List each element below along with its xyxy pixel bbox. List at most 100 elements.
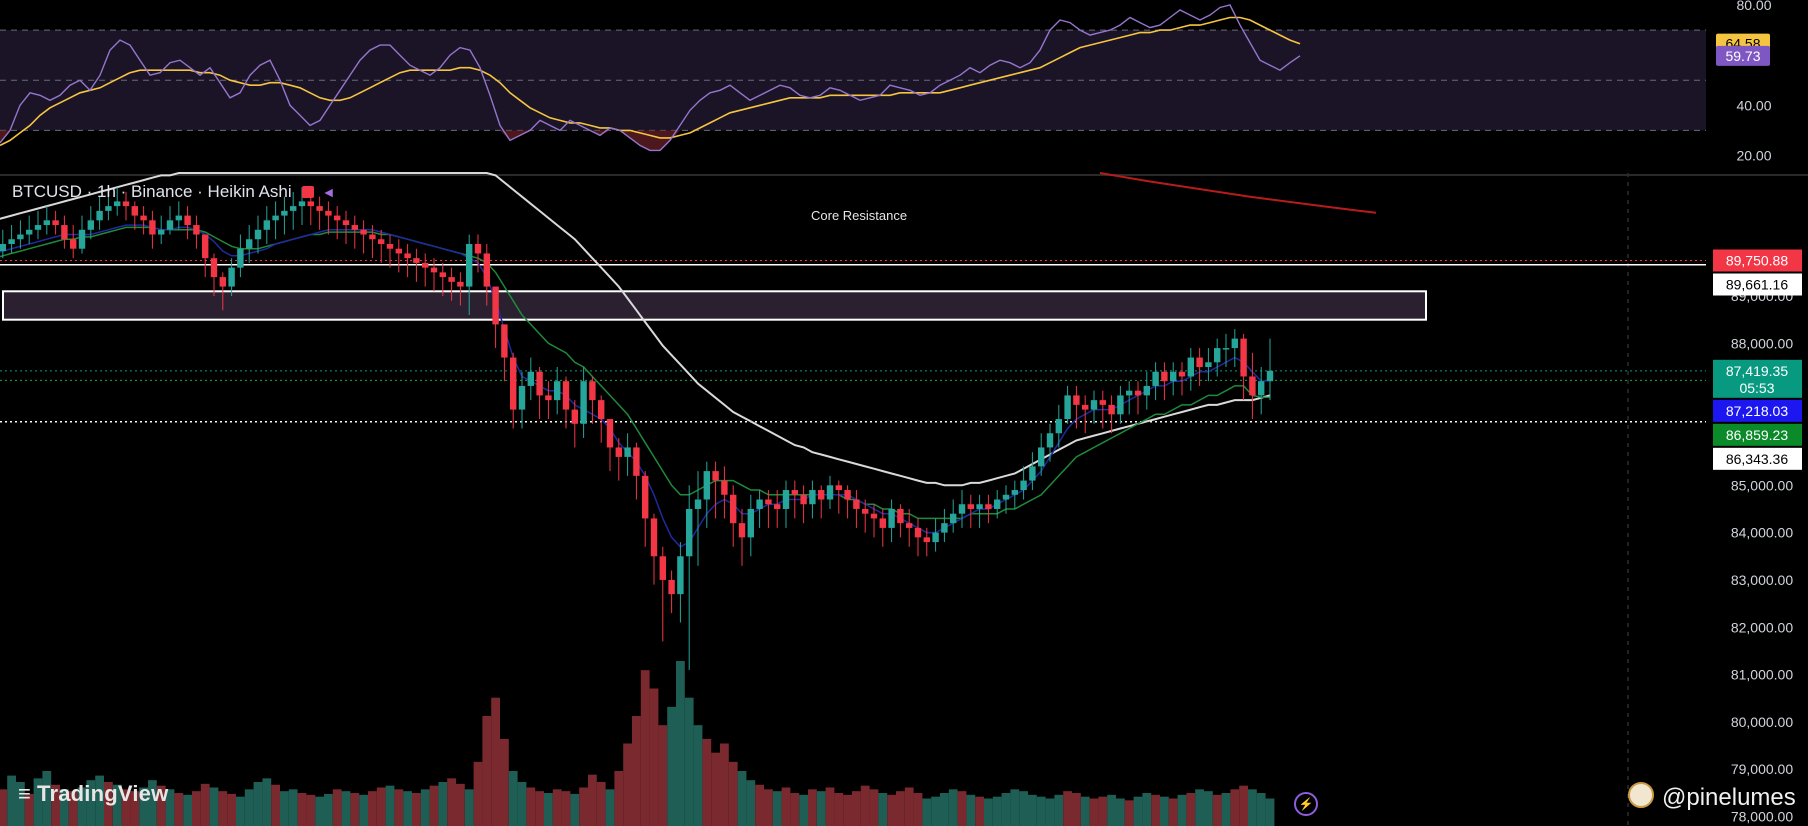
candle-body[interactable] [158,229,165,235]
candle-body[interactable] [307,201,314,207]
candle-body[interactable] [1117,395,1124,415]
candle-body[interactable] [342,220,350,226]
candle-body[interactable] [316,206,323,211]
candle-body[interactable] [122,201,130,207]
candles-layer[interactable] [0,187,1274,670]
candle-body[interactable] [378,239,385,244]
candle-body[interactable] [1240,338,1247,377]
candle-body[interactable] [430,267,438,273]
candle-body[interactable] [994,499,1001,509]
candle-body[interactable] [615,447,622,457]
candle-body[interactable] [149,220,156,235]
candle-body[interactable] [950,513,957,524]
candle-body[interactable] [633,447,640,476]
symbol-info[interactable]: BTCUSD · 1h · Binance · Heikin Ashi ◄ [12,182,336,202]
candle-body[interactable] [1231,338,1238,349]
candle-body[interactable] [774,504,781,509]
candle-body[interactable] [422,262,429,268]
candle-body[interactable] [527,371,534,386]
candle-body[interactable] [791,490,798,495]
price-axis[interactable]: 80.0040.0020.0064.5859.7389,000.0088,000… [1713,0,1802,825]
candle-body[interactable] [87,220,94,230]
candle-body[interactable] [1090,400,1098,410]
candle-body[interactable] [246,239,253,249]
candle-body[interactable] [140,215,147,221]
candle-body[interactable] [536,371,543,396]
candle-body[interactable] [1258,381,1265,396]
candle-body[interactable] [96,210,103,221]
candle-body[interactable] [202,234,209,259]
candle-body[interactable] [518,385,526,410]
candle-body[interactable] [1178,371,1186,377]
candle-body[interactable] [914,527,922,538]
candle-body[interactable] [906,523,913,528]
candle-body[interactable] [721,480,728,495]
candle-body[interactable] [1064,395,1071,420]
candle-body[interactable] [1073,395,1080,405]
candle-body[interactable] [589,381,596,401]
candle-body[interactable] [510,357,517,410]
candle-body[interactable] [360,229,367,235]
candle-body[interactable] [1046,433,1054,448]
candle-body[interactable] [967,504,974,509]
candle-body[interactable] [703,471,710,500]
candle-body[interactable] [897,508,904,524]
candle-body[interactable] [0,243,7,252]
candle-body[interactable] [571,409,578,424]
candle-body[interactable] [1196,357,1203,368]
candle-body[interactable] [958,504,966,514]
candle-body[interactable] [281,210,288,216]
candle-body[interactable] [26,229,33,235]
candle-body[interactable] [228,267,235,287]
candle-body[interactable] [862,508,869,514]
candle-body[interactable] [562,381,570,410]
candle-body[interactable] [263,220,270,230]
candle-body[interactable] [879,518,886,528]
candle-body[interactable] [941,523,948,533]
lightning-icon[interactable]: ⚡ [1294,792,1318,816]
candle-body[interactable] [624,447,631,457]
candle-body[interactable] [61,225,68,240]
candle-body[interactable] [483,253,490,287]
candle-body[interactable] [184,215,191,226]
candle-body[interactable] [932,532,939,543]
candle-body[interactable] [545,395,552,401]
candle-body[interactable] [923,537,930,543]
candle-body[interactable] [404,253,411,259]
candle-body[interactable] [1038,447,1045,467]
candle-body[interactable] [712,471,719,481]
candle-body[interactable] [1222,348,1230,350]
candle-body[interactable] [730,494,737,524]
candle-body[interactable] [800,494,807,505]
candle-body[interactable] [17,234,24,240]
candle-body[interactable] [298,201,306,207]
candle-body[interactable] [598,400,605,420]
candle-body[interactable] [386,243,394,249]
candle-body[interactable] [1152,371,1159,386]
candle-body[interactable] [474,243,482,254]
candle-body[interactable] [985,504,992,509]
candle-body[interactable] [131,206,138,216]
candle-body[interactable] [853,499,860,509]
candle-body[interactable] [413,258,420,263]
candle-body[interactable] [606,419,614,448]
candle-body[interactable] [351,225,358,230]
candle-body[interactable] [8,239,15,244]
candle-body[interactable] [439,272,446,278]
candle-body[interactable] [844,490,851,500]
candle-body[interactable] [395,248,402,254]
candle-body[interactable] [193,225,200,235]
candle-body[interactable] [1143,385,1150,396]
candle-body[interactable] [1170,371,1177,382]
candle-body[interactable] [835,485,842,491]
candle-body[interactable] [290,206,297,211]
candle-body[interactable] [114,201,121,207]
candle-body[interactable] [1126,390,1133,396]
candle-body[interactable] [1214,348,1221,363]
candle-body[interactable] [1082,404,1089,410]
candle-body[interactable] [1205,362,1212,368]
candle-body[interactable] [334,215,341,221]
candle-body[interactable] [34,225,42,230]
candle-body[interactable] [1249,376,1256,396]
